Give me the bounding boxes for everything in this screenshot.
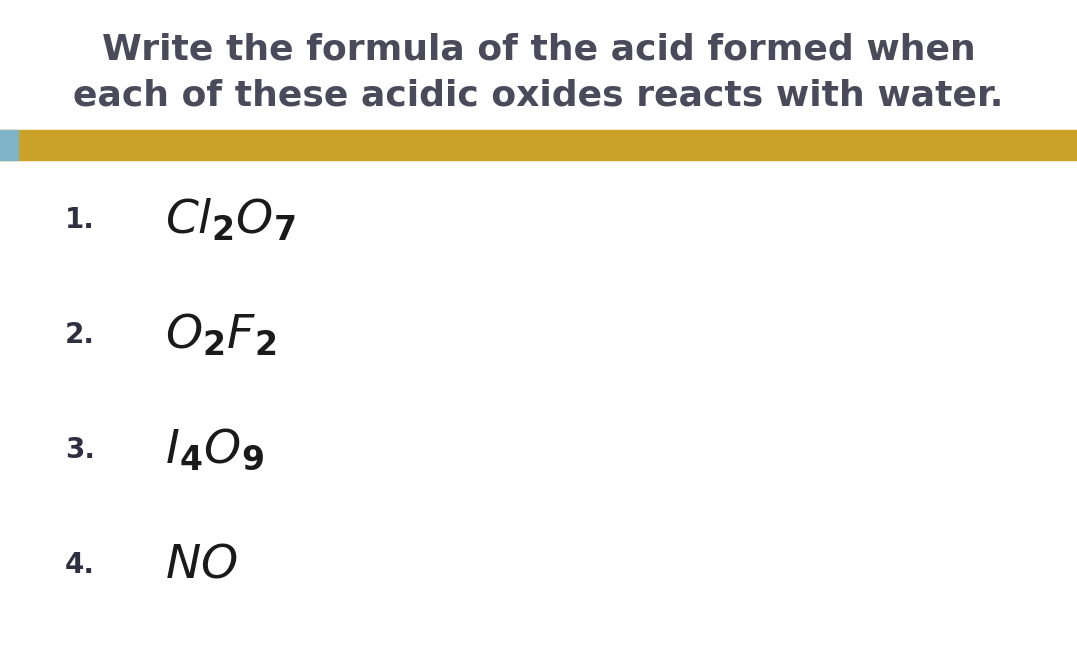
Text: $\mathbf{\mathit{I}}_{\mathbf{4}}\mathbf{\mathit{O}}_{\mathbf{9}}$: $\mathbf{\mathit{I}}_{\mathbf{4}}\mathbf… — [165, 427, 264, 473]
Text: 1.: 1. — [65, 206, 95, 234]
Text: $\mathbf{\mathit{O}}_{\mathbf{2}}\mathbf{\mathit{F}}_{\mathbf{2}}$: $\mathbf{\mathit{O}}_{\mathbf{2}}\mathbf… — [165, 312, 277, 358]
Bar — [0, 130, 1077, 160]
Bar — [0, 130, 18, 160]
Text: $\mathbf{\mathit{NO}}$: $\mathbf{\mathit{NO}}$ — [165, 543, 238, 587]
Text: 4.: 4. — [65, 551, 95, 579]
Text: each of these acidic oxides reacts with water.: each of these acidic oxides reacts with … — [73, 78, 1004, 112]
Text: 3.: 3. — [65, 436, 95, 464]
Text: $\mathbf{\mathit{Cl}}_{\mathbf{2}}\mathbf{\mathit{O}}_{\mathbf{7}}$: $\mathbf{\mathit{Cl}}_{\mathbf{2}}\mathb… — [165, 197, 296, 243]
Text: 2.: 2. — [65, 321, 95, 349]
Text: Write the formula of the acid formed when: Write the formula of the acid formed whe… — [101, 33, 976, 67]
